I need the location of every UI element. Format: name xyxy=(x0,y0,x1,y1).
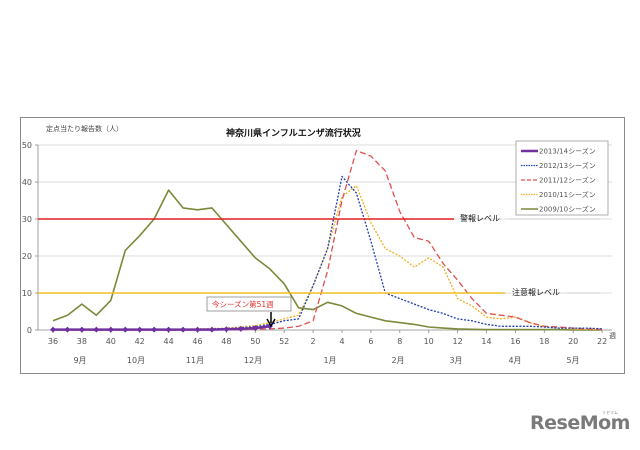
x-tick-label: 2 xyxy=(311,337,316,346)
data-point-marker xyxy=(194,326,201,333)
x-tick-label: 18 xyxy=(539,337,549,346)
x-tick-label: 36 xyxy=(48,337,58,346)
y-tick-label: 40 xyxy=(22,178,32,187)
data-point-marker xyxy=(122,326,129,333)
month-label: 5月 xyxy=(566,356,579,365)
legend-label: 2010/11シーズン xyxy=(539,190,596,199)
month-label: 1月 xyxy=(323,356,336,365)
x-tick-label: 6 xyxy=(368,337,373,346)
x-tick-label: 12 xyxy=(453,337,463,346)
x-tick-label: 4 xyxy=(339,337,344,346)
data-point-marker xyxy=(223,326,230,333)
chart-title: 神奈川県インフルエンザ流行状況 xyxy=(226,127,361,139)
y-tick-label: 30 xyxy=(22,215,32,224)
x-tick-label: 20 xyxy=(568,337,578,346)
x-tick-label: 46 xyxy=(192,337,202,346)
series-layer xyxy=(50,149,603,333)
month-label: 11月 xyxy=(186,356,204,365)
month-label: 4月 xyxy=(508,356,521,365)
legend-label: 2011/12シーズン xyxy=(539,176,596,185)
x-axis-unit: 週 xyxy=(609,331,616,340)
x-tick-label: 40 xyxy=(106,337,116,346)
current-week-annotation: 今シーズン第51週 xyxy=(206,296,292,328)
x-tick-label: 38 xyxy=(77,337,87,346)
x-tick-label: 42 xyxy=(135,337,145,346)
legend-label: 2013/14シーズン xyxy=(539,147,596,156)
data-point-marker xyxy=(208,326,215,333)
data-point-marker xyxy=(78,326,85,333)
resemom-logo-kana: リセマム xyxy=(602,410,618,415)
data-point-marker xyxy=(50,326,56,333)
x-tick-label: 48 xyxy=(221,337,231,346)
legend-box xyxy=(515,140,609,216)
data-point-marker xyxy=(237,325,244,332)
arrow-down-icon xyxy=(266,318,276,328)
x-tick-label: 14 xyxy=(481,337,491,346)
annotation-box xyxy=(206,296,292,312)
data-point-marker xyxy=(64,326,71,333)
series-line-2013/14シーズン xyxy=(53,325,270,331)
month-label: 10月 xyxy=(127,356,145,365)
y-axis-label: 定点当たり報告数（人） xyxy=(46,124,123,133)
data-point-marker xyxy=(136,326,143,333)
y-tick-label: 20 xyxy=(22,252,32,261)
y-tick-label: 10 xyxy=(22,289,32,298)
data-point-marker xyxy=(165,326,172,333)
x-tick-label: 52 xyxy=(279,337,289,346)
month-label: 2月 xyxy=(391,356,404,365)
x-tick-label: 8 xyxy=(397,337,402,346)
legend: 2013/14シーズン 2012/13シーズン 2011/12シーズン 2010/11… xyxy=(515,140,609,216)
series-line-2009/10シーズン xyxy=(52,189,603,331)
y-tick-label: 0 xyxy=(27,326,32,335)
x-tick-label: 44 xyxy=(164,337,174,346)
data-point-marker xyxy=(107,326,114,333)
legend-label: 2009/10シーズン xyxy=(539,205,596,214)
month-label: 12月 xyxy=(244,356,262,365)
warning-level-label: 注意報レベル xyxy=(512,287,560,297)
x-tick-label: 16 xyxy=(510,337,520,346)
data-point-marker xyxy=(252,325,259,332)
x-tick-label: 50 xyxy=(250,337,260,346)
x-tick-label: 22 xyxy=(597,337,607,346)
y-tick-label: 50 xyxy=(22,141,32,150)
resemom-logo: ReseMom xyxy=(530,412,630,434)
month-label: 9月 xyxy=(73,356,86,365)
month-label: 3月 xyxy=(449,356,462,365)
legend-label: 2012/13シーズン xyxy=(539,161,596,170)
alarm-level-label: 警報レベル xyxy=(460,213,500,223)
data-point-marker xyxy=(93,326,100,333)
data-point-marker xyxy=(151,326,158,333)
x-tick-label: 10 xyxy=(424,337,434,346)
annotation-text: 今シーズン第51週 xyxy=(212,299,274,309)
data-point-marker xyxy=(180,326,187,333)
reference-lines xyxy=(38,218,505,294)
